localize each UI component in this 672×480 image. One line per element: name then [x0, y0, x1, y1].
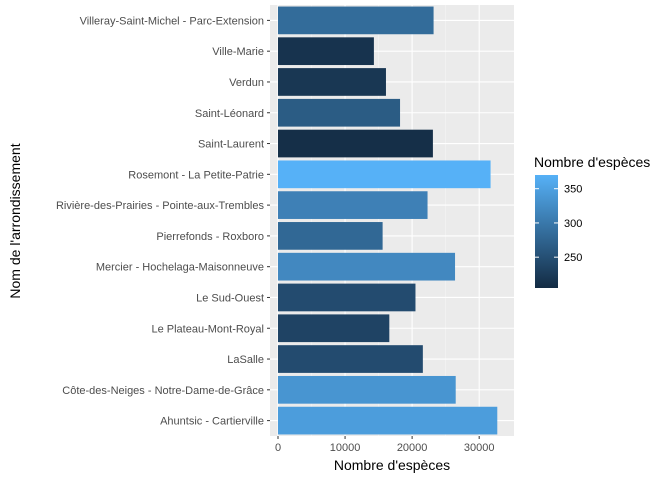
- x-tick-label: 10000: [330, 442, 361, 454]
- y-tick-label: Saint-Laurent: [198, 139, 264, 151]
- bar: [278, 314, 390, 343]
- x-tick-label: 20000: [397, 442, 428, 454]
- legend-tick-label: 300: [564, 218, 582, 230]
- x-axis: 0 10000 20000 30000: [275, 436, 495, 454]
- y-tick-label: Pierrefonds - Roxboro: [156, 231, 264, 243]
- y-tick-label: Mercier - Hochelaga-Maisonneuve: [96, 262, 264, 274]
- legend-ticks: 250 300 350: [535, 184, 582, 264]
- bars-layer: [278, 6, 498, 435]
- legend: Nombre d'espèces 250 300 350: [534, 154, 650, 288]
- y-tick-label: Ahuntsic - Cartierville: [160, 416, 264, 428]
- x-tick-label: 30000: [464, 442, 495, 454]
- bar: [278, 160, 491, 189]
- bar: [278, 98, 401, 127]
- y-axis-title: Nom de l'arrondissement: [7, 143, 23, 298]
- y-axis: Villeray-Saint-Michel - Parc-Extension Vi…: [56, 15, 270, 428]
- bar: [278, 6, 434, 35]
- y-tick-label: Verdun: [229, 77, 264, 89]
- bar: [278, 406, 498, 435]
- legend-title: Nombre d'espèces: [534, 154, 650, 170]
- bar: [278, 283, 416, 312]
- bar: [278, 68, 386, 96]
- bar: [278, 129, 433, 158]
- bar: [278, 191, 428, 219]
- y-tick-label: Le Plateau-Mont-Royal: [151, 323, 264, 335]
- x-tick-label: 0: [275, 442, 281, 454]
- y-tick-label: Côte-des-Neiges - Notre-Dame-de-Grâce: [62, 385, 264, 397]
- bar: [278, 345, 423, 373]
- y-tick-label: Saint-Léonard: [195, 108, 264, 120]
- y-tick-label: Le Sud-Ouest: [196, 292, 264, 304]
- legend-tick-label: 350: [564, 184, 582, 196]
- bar: [278, 222, 383, 250]
- y-tick-label: Rivière-des-Prairies - Pointe-aux-Trembl…: [56, 200, 265, 212]
- x-axis-title: Nombre d'espèces: [334, 457, 450, 473]
- y-tick-label: Villeray-Saint-Michel - Parc-Extension: [80, 15, 264, 27]
- y-tick-label: Ville-Marie: [212, 46, 264, 58]
- y-tick-label: LaSalle: [227, 354, 264, 366]
- bar: [278, 252, 456, 281]
- legend-colorbar: [535, 175, 558, 288]
- bar: [278, 375, 456, 404]
- y-tick-label: Rosemont - La Petite-Patrie: [128, 169, 264, 181]
- legend-tick-label: 250: [564, 252, 582, 264]
- bar: [278, 37, 374, 66]
